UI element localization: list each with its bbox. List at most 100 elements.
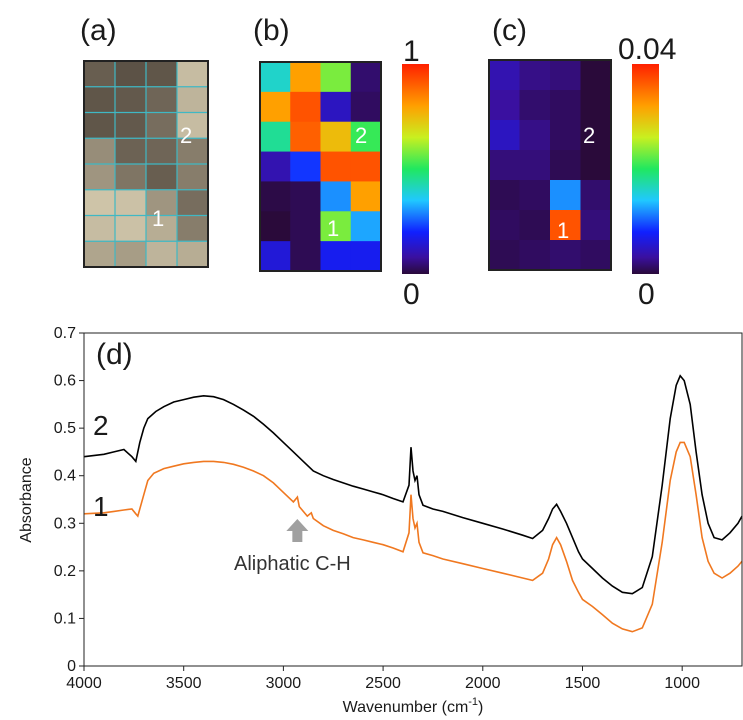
heatmap-cell — [489, 210, 520, 241]
heatmap-cell — [290, 62, 321, 93]
heatmap-cell — [320, 121, 352, 153]
micrograph-cell — [115, 241, 147, 268]
heatmap-cell — [550, 180, 581, 211]
heatmap-cell — [320, 151, 352, 182]
y-tick-label: 0.5 — [54, 420, 76, 437]
panel-d-label: (d) — [96, 338, 133, 371]
heatmap-cell — [350, 62, 382, 93]
heatmap-cell — [519, 60, 551, 91]
micrograph-cell — [84, 86, 116, 113]
micrograph-cell — [84, 61, 116, 88]
colorbar-b — [402, 64, 429, 274]
heatmap-cell — [320, 62, 352, 93]
colorbar-b-max: 1 — [403, 35, 420, 68]
panel-a: (a) 1 2 — [80, 14, 209, 268]
micrograph-cell — [115, 86, 147, 113]
micrograph-cell — [146, 164, 178, 191]
x-axis-title: Wavenumber (cm-1) — [343, 696, 484, 716]
y-tick-label: 0.7 — [54, 325, 76, 342]
x-tick-label: 2000 — [465, 675, 501, 692]
heatmap-cell — [550, 120, 581, 151]
colorbar-c — [632, 64, 659, 274]
micrograph-cell — [177, 112, 209, 139]
y-tick-label: 0.4 — [54, 468, 76, 485]
micrograph-cell — [146, 215, 178, 242]
x-tick-label: 3500 — [166, 675, 202, 692]
micrograph-cell — [84, 112, 116, 139]
marker-2: 2 — [355, 123, 367, 148]
series-1-line — [83, 441, 743, 633]
micrograph-cell — [84, 138, 116, 165]
heatmap-cell — [550, 90, 581, 121]
heatmap-cell — [290, 211, 321, 242]
marker-2: 2 — [583, 123, 595, 148]
series-label-2: 2 — [93, 410, 109, 441]
heatmap-cell — [260, 151, 291, 182]
heatmap-cell — [260, 211, 291, 242]
heatmap-cell — [580, 180, 612, 211]
micrograph-cell — [115, 61, 147, 88]
micrograph-cell — [177, 86, 209, 113]
micrograph-cell — [146, 61, 178, 88]
micrograph-cell — [115, 189, 147, 216]
x-ticks: 4000 3500 3000 2500 2000 1500 1000 — [66, 666, 700, 692]
heatmap-cell — [519, 150, 551, 181]
y-tick-label: 0.2 — [54, 563, 76, 580]
micrograph-cell — [146, 112, 178, 139]
micrograph-cell — [146, 189, 178, 216]
y-tick-label: 0.6 — [54, 373, 76, 390]
heatmap-cell — [320, 211, 352, 242]
y-tick-label: 0 — [67, 658, 76, 675]
micrograph-frame — [83, 60, 209, 268]
micrograph-cell — [177, 215, 209, 242]
micrograph-cell — [84, 164, 116, 191]
heatmap-cell — [290, 151, 321, 182]
heatmap-cell — [550, 60, 581, 91]
micrograph — [84, 61, 209, 268]
micrograph-cell — [146, 138, 178, 165]
micrograph-cell — [84, 215, 116, 242]
heatmap-cell — [550, 150, 581, 181]
heatmap-cell — [489, 120, 520, 151]
micrograph-cell — [177, 189, 209, 216]
heatmap-cell — [519, 210, 551, 241]
panel-a-label: (a) — [80, 14, 117, 47]
heatmap-cell — [350, 151, 382, 182]
heatmap-cell — [260, 121, 291, 153]
series-label-1: 1 — [93, 491, 109, 522]
micrograph-cell — [115, 112, 147, 139]
micrograph-cell — [177, 61, 209, 88]
heatmap-cell — [350, 241, 382, 272]
heatmap-b-frame — [259, 61, 382, 272]
micrograph-cell — [84, 189, 116, 216]
heatmap-cell — [580, 60, 612, 91]
heatmap-cell — [320, 91, 352, 123]
x-tick-label: 1500 — [565, 675, 601, 692]
colorbar-c-min: 0 — [638, 278, 655, 311]
heatmap-cell — [350, 211, 382, 242]
heatmap-cell — [350, 181, 382, 212]
micrograph-cell — [115, 138, 147, 165]
y-tick-label: 0.1 — [54, 610, 76, 627]
heatmap-cell — [550, 240, 581, 271]
heatmap-cell — [580, 90, 612, 121]
heatmap-cell — [489, 240, 520, 271]
micrograph-cell — [84, 241, 116, 268]
heatmap-cell — [260, 62, 291, 93]
heatmap-cell — [350, 91, 382, 123]
micrograph-cell — [146, 86, 178, 113]
heatmap-cell — [519, 90, 551, 121]
heatmap-cell — [489, 180, 520, 211]
y-ticks: 0 0.1 0.2 0.3 0.4 0.5 0.6 0.7 — [54, 325, 84, 675]
heatmap-cell — [320, 181, 352, 212]
marker-1: 1 — [557, 218, 569, 243]
colorbar-c-max: 0.04 — [618, 33, 676, 66]
heatmap-cell — [350, 121, 382, 153]
marker-2: 2 — [180, 123, 192, 148]
heatmap-cell — [580, 120, 612, 151]
annotation-aliphatic: Aliphatic C-H — [234, 553, 351, 575]
heatmap-cell — [580, 240, 612, 271]
heatmap-cell — [489, 90, 520, 121]
heatmap-cell — [290, 121, 321, 153]
